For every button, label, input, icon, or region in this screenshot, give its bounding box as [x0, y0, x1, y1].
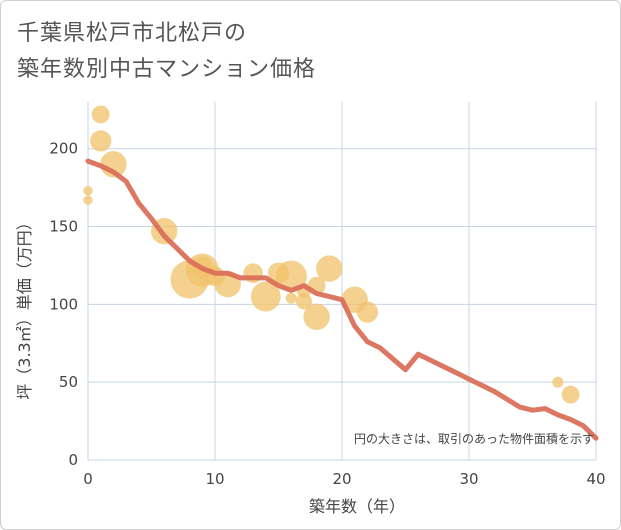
- bubble-point: [356, 301, 379, 323]
- tick-labels: 0 10 20 30 40 0 50 100 150 200: [49, 140, 605, 488]
- bubble-point: [285, 292, 297, 304]
- bubble-point: [316, 255, 343, 282]
- x-tick-label: 10: [205, 470, 224, 488]
- bubble-point: [250, 281, 281, 312]
- size-annotation: 円の大きさは、取引のあった物件面積を示す: [354, 431, 594, 446]
- x-axis-label: 築年数（年）: [309, 497, 405, 516]
- bubble-point: [91, 105, 110, 124]
- bubble-point: [83, 195, 93, 205]
- bubble-point: [552, 376, 564, 388]
- bubble-point: [83, 186, 93, 196]
- y-tick-label: 200: [49, 140, 78, 158]
- chart-title-line2: 築年数別中古マンション価格: [17, 57, 317, 82]
- x-tick-label: 40: [586, 470, 605, 488]
- chart-title-line1: 千葉県松戸市北松戸の: [17, 21, 248, 46]
- bubble-series: [83, 105, 580, 404]
- y-tick-label: 0: [68, 451, 78, 469]
- bubble-point: [303, 303, 330, 330]
- trend-line-series: [85, 158, 599, 441]
- chart-title: 千葉県松戸市北松戸の 築年数別中古マンション価格: [17, 16, 316, 88]
- x-tick-label: 0: [83, 470, 93, 488]
- y-tick-label: 100: [49, 295, 78, 313]
- y-axis-label: 坪（3.3㎡）単価（万円）: [15, 214, 34, 399]
- x-tick-label: 20: [332, 470, 351, 488]
- y-tick-label: 150: [49, 218, 78, 236]
- bubble-point: [561, 385, 580, 404]
- trend-line: [85, 158, 599, 441]
- y-tick-label: 50: [59, 373, 78, 391]
- x-tick-label: 30: [459, 470, 478, 488]
- bubble-point: [275, 260, 307, 293]
- bubble-point: [295, 293, 312, 310]
- grid: [87, 102, 597, 461]
- bubble-point: [90, 130, 112, 152]
